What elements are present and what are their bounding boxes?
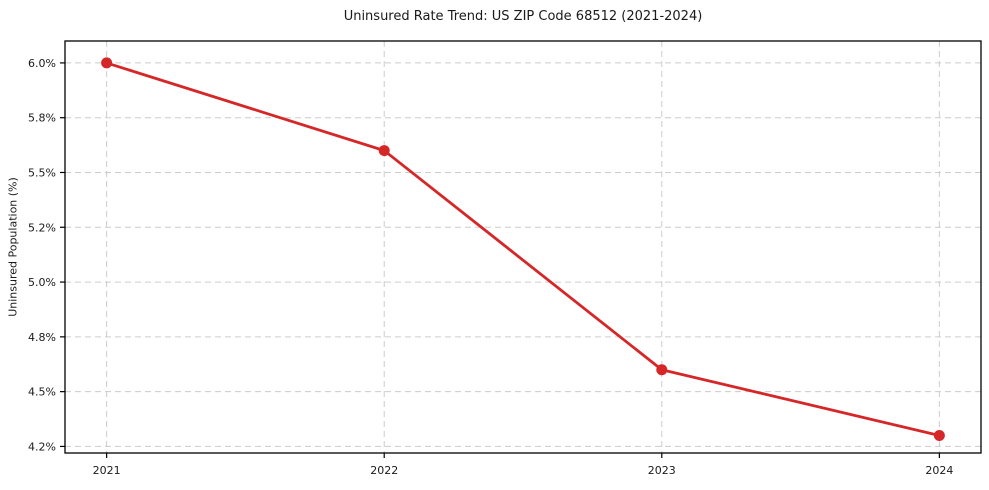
data-point: [933, 429, 945, 441]
x-tick-label: 2023: [648, 464, 676, 477]
x-tick-label: 2021: [93, 464, 121, 477]
data-point: [378, 145, 390, 157]
trend-line: [105, 61, 941, 437]
y-tick-label: 4.8%: [28, 331, 56, 344]
y-tick-label: 5.5%: [28, 166, 56, 179]
data-point: [656, 364, 668, 376]
data-point: [101, 57, 113, 69]
y-tick-label: 4.2%: [28, 440, 56, 453]
plot-border: [64, 40, 982, 454]
y-tick-label: 5.8%: [28, 112, 56, 125]
x-tick-label: 2024: [925, 464, 953, 477]
y-tick-label: 5.0%: [28, 276, 56, 289]
y-tick-label: 4.5%: [28, 386, 56, 399]
chart-title: Uninsured Rate Trend: US ZIP Code 68512 …: [343, 9, 703, 24]
y-tick-label: 6.0%: [28, 57, 56, 70]
x-tick-label: 2022: [370, 464, 398, 477]
y-tick-label: 5.2%: [28, 221, 56, 234]
